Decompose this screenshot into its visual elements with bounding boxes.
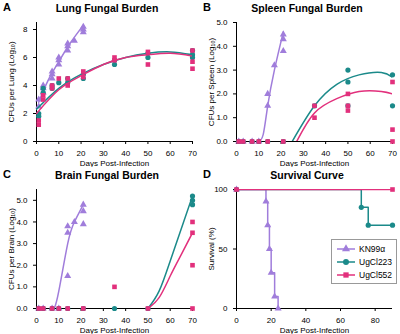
svg-text:0: 0 — [234, 316, 239, 325]
svg-text:40: 40 — [121, 316, 130, 325]
svg-text:100: 100 — [214, 185, 228, 194]
svg-text:1.0: 1.0 — [16, 282, 28, 291]
html-text:Brain Fungal Burden: Brain Fungal Burden — [55, 169, 159, 181]
svg-text:70: 70 — [388, 149, 397, 158]
svg-text:Days Post-Infection: Days Post-Infection — [80, 159, 149, 168]
svg-text:4: 4 — [23, 81, 28, 90]
svg-text:6: 6 — [23, 53, 28, 62]
svg-text:10: 10 — [254, 149, 263, 158]
svg-text:40: 40 — [301, 316, 310, 325]
svg-text:4.0: 4.0 — [216, 42, 228, 51]
html-text:Spleen Fungal Burden: Spleen Fungal Burden — [251, 2, 363, 14]
svg-text:70: 70 — [188, 149, 197, 158]
svg-text:70: 70 — [188, 316, 197, 325]
html-text:A: A — [3, 1, 11, 13]
svg-text:30: 30 — [299, 149, 308, 158]
svg-text:20: 20 — [277, 149, 286, 158]
svg-text:CFUs per Lung (Log₁₀): CFUs per Lung (Log₁₀) — [7, 41, 16, 123]
svg-text:Days Post-Infection: Days Post-Infection — [80, 326, 149, 334]
html-text:UgCl552: UgCl552 — [359, 269, 393, 280]
svg-text:50: 50 — [219, 245, 228, 254]
svg-text:3.0: 3.0 — [216, 66, 228, 75]
svg-text:2: 2 — [23, 109, 28, 118]
svg-text:80: 80 — [371, 316, 380, 325]
html-text:C: C — [3, 168, 11, 180]
svg-text:10: 10 — [54, 316, 63, 325]
svg-text:0.0: 0.0 — [216, 137, 228, 146]
svg-text:8: 8 — [23, 25, 28, 34]
svg-text:20: 20 — [77, 316, 86, 325]
svg-text:60: 60 — [336, 316, 345, 325]
svg-text:40: 40 — [321, 149, 330, 158]
svg-text:30: 30 — [99, 149, 108, 158]
svg-text:60: 60 — [166, 316, 175, 325]
svg-text:20: 20 — [77, 149, 86, 158]
svg-text:20: 20 — [267, 316, 276, 325]
html-text:B: B — [203, 1, 211, 13]
svg-text:5.0: 5.0 — [216, 18, 228, 27]
svg-text:40: 40 — [121, 149, 130, 158]
svg-text:60: 60 — [366, 149, 375, 158]
svg-text:5.0: 5.0 — [16, 196, 28, 205]
html-text:KN99α: KN99α — [359, 243, 386, 254]
svg-text:Days Post-Infection: Days Post-Infection — [280, 159, 349, 168]
svg-text:2.0: 2.0 — [16, 261, 28, 270]
svg-text:1.0: 1.0 — [216, 113, 228, 122]
svg-text:CFUs per Spleen (Log₁₀): CFUs per Spleen (Log₁₀) — [207, 38, 216, 127]
svg-text:60: 60 — [166, 149, 175, 158]
svg-text:0: 0 — [234, 149, 239, 158]
svg-text:Survival (%): Survival (%) — [207, 227, 216, 270]
svg-text:4.0: 4.0 — [16, 218, 28, 227]
html-text:Lung Fungal Burden: Lung Fungal Burden — [55, 2, 159, 14]
svg-text:0: 0 — [34, 149, 39, 158]
svg-text:2.0: 2.0 — [216, 89, 228, 98]
svg-text:CFUs per Brain (Log₁₀): CFUs per Brain (Log₁₀) — [7, 208, 16, 290]
svg-text:30: 30 — [99, 316, 108, 325]
svg-text:0: 0 — [223, 304, 228, 313]
svg-text:0: 0 — [34, 316, 39, 325]
html-text:UgCl223: UgCl223 — [359, 256, 393, 267]
svg-text:3.0: 3.0 — [16, 239, 28, 248]
svg-text:50: 50 — [143, 149, 152, 158]
svg-text:10: 10 — [54, 149, 63, 158]
html-text:D: D — [203, 168, 211, 180]
svg-text:Days Post-Infection: Days Post-Infection — [280, 326, 349, 334]
svg-text:0.0: 0.0 — [16, 304, 28, 313]
html-text:Survival Curve: Survival Curve — [270, 169, 344, 181]
svg-text:0: 0 — [23, 137, 28, 146]
svg-text:50: 50 — [343, 149, 352, 158]
svg-text:50: 50 — [143, 316, 152, 325]
